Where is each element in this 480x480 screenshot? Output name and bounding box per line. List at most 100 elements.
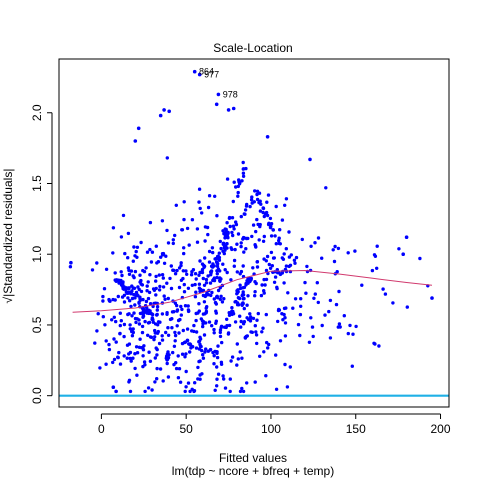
data-point: [138, 322, 141, 325]
data-point: [179, 381, 182, 384]
data-point: [240, 241, 243, 244]
data-point: [185, 273, 188, 276]
data-point: [112, 226, 115, 229]
data-point: [242, 297, 245, 300]
data-point: [171, 310, 174, 313]
data-point: [347, 332, 350, 335]
data-point: [123, 354, 126, 357]
data-point: [237, 191, 240, 194]
data-point: [151, 251, 154, 254]
data-point: [121, 280, 124, 283]
data-point: [254, 230, 257, 233]
data-point: [209, 294, 212, 297]
data-point: [186, 227, 189, 230]
data-point: [163, 298, 166, 301]
data-point: [384, 292, 387, 295]
data-point: [147, 386, 150, 389]
data-point: [200, 372, 203, 375]
data-point: [130, 289, 133, 292]
data-point: [262, 278, 265, 281]
data-point: [203, 284, 206, 287]
data-point: [232, 225, 235, 228]
data-point: [233, 248, 236, 251]
data-point: [241, 294, 244, 297]
data-point: [209, 273, 212, 276]
data-point: [174, 334, 177, 337]
data-point: [289, 365, 292, 368]
data-point: [261, 211, 264, 214]
data-point: [146, 251, 149, 254]
data-point: [211, 251, 214, 254]
data-point: [147, 321, 150, 324]
data-point: [338, 322, 341, 325]
data-point: [248, 312, 251, 315]
data-point: [195, 277, 198, 280]
data-point: [205, 311, 208, 314]
data-point: [134, 321, 137, 324]
data-point: [155, 353, 158, 356]
data-point: [123, 252, 126, 255]
data-point: [201, 268, 204, 271]
data-point: [123, 300, 126, 303]
data-point: [173, 234, 176, 237]
data-point: [261, 327, 264, 330]
data-point: [299, 313, 302, 316]
data-point: [269, 217, 272, 220]
data-point: [159, 367, 162, 370]
data-point: [194, 291, 197, 294]
data-point: [285, 264, 288, 267]
data-point: [227, 108, 231, 112]
data-point: [265, 313, 268, 316]
data-point: [262, 206, 265, 209]
data-point: [320, 257, 323, 260]
data-point: [250, 235, 253, 238]
data-point: [198, 287, 201, 290]
data-point: [273, 234, 276, 237]
data-point: [133, 367, 136, 370]
data-point: [133, 287, 136, 290]
data-point: [241, 304, 244, 307]
data-point: [348, 324, 351, 327]
data-point: [245, 304, 248, 307]
data-point: [285, 197, 288, 200]
data-point: [277, 239, 280, 242]
data-point: [213, 195, 216, 198]
data-point: [132, 293, 135, 296]
data-point: [240, 387, 243, 390]
data-point: [133, 303, 136, 306]
data-point: [375, 267, 378, 270]
data-point: [243, 307, 246, 310]
data-point: [131, 357, 134, 360]
data-point: [242, 172, 245, 175]
data-point: [305, 265, 308, 268]
data-point: [227, 332, 230, 335]
data-point: [245, 381, 248, 384]
data-point: [131, 334, 134, 337]
data-point: [191, 345, 194, 348]
data-point: [196, 366, 199, 369]
data-point: [269, 225, 272, 228]
data-point: [150, 260, 153, 263]
data-point: [184, 385, 187, 388]
data-point: [270, 251, 273, 254]
data-point: [130, 269, 133, 272]
data-point: [182, 252, 185, 255]
data-point: [198, 343, 201, 346]
data-point: [185, 370, 188, 373]
data-point: [132, 245, 135, 248]
data-point: [135, 345, 138, 348]
data-point: [141, 365, 144, 368]
x-tick-label: 0: [98, 422, 105, 436]
data-point: [204, 321, 207, 324]
data-point: [197, 302, 200, 305]
data-point: [163, 294, 166, 297]
y-tick-label: 1.5: [30, 175, 44, 192]
data-point: [275, 388, 278, 391]
x-tick-label: 50: [179, 422, 193, 436]
data-point: [187, 287, 190, 290]
data-point: [129, 351, 132, 354]
data-point: [289, 264, 292, 267]
data-point: [257, 201, 260, 204]
data-point: [329, 299, 332, 302]
data-point: [237, 178, 240, 181]
